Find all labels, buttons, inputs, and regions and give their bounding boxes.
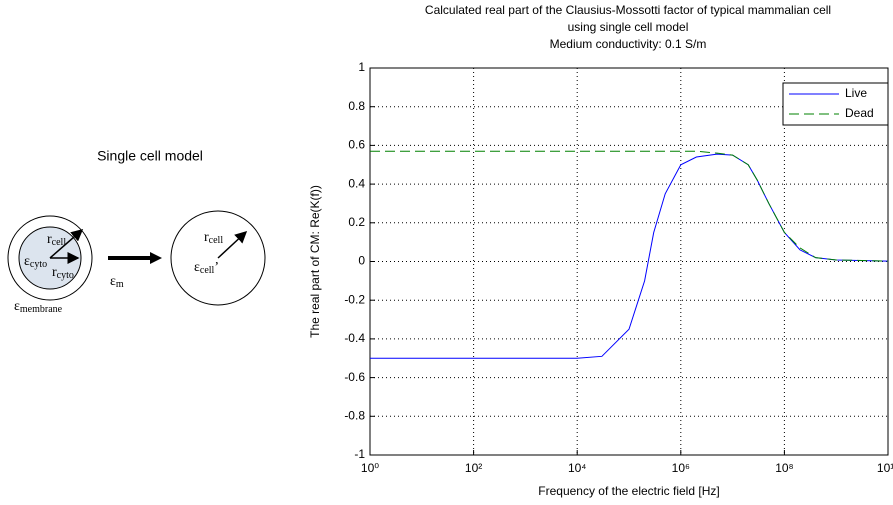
symbol-sub: membrane [20, 304, 63, 315]
symbol-sub: cell [200, 265, 215, 276]
plot-area [369, 67, 889, 456]
symbol-symbol: ε [194, 260, 200, 275]
y-tick-label: -0.4 [344, 331, 365, 345]
symbol-sub: cell [209, 235, 224, 246]
legend-label: Dead [845, 106, 874, 120]
y-tick-label: -0.6 [344, 370, 365, 384]
legend-box [782, 82, 889, 126]
y-tick-label: -1 [354, 447, 365, 461]
label-eps-cell: εcell’ [194, 260, 219, 276]
radius-arrow [217, 230, 248, 259]
symbol-sub: cyto [30, 259, 47, 270]
label-eps-membrane: εmembrane [14, 299, 63, 315]
x-axis-label: Frequency of the electric field [Hz] [538, 484, 719, 498]
y-tick-label: 0.8 [348, 99, 365, 113]
chart: Calculated real part of the Clausius-Mos… [308, 3, 893, 498]
y-tick-label: 0.2 [348, 215, 365, 229]
x-tick-label: 10⁰ [361, 461, 379, 475]
transform-arrow-head [150, 252, 162, 264]
label-eps-cyto: εcyto [24, 254, 47, 270]
x-tick-label: 10¹⁰ [877, 461, 893, 475]
x-tick-label: 10⁴ [568, 461, 587, 475]
legend-label: Live [845, 86, 867, 100]
label-r-cell: rcell [204, 230, 223, 246]
y-tick-label: 0.6 [348, 138, 365, 152]
symbol-sub: cell [52, 237, 67, 248]
symbol-symbol: ε [24, 254, 30, 269]
y-axis-label: The real part of CM: Re(K(f)) [308, 185, 322, 338]
x-tick-label: 10⁸ [775, 461, 793, 475]
radius-arrow [49, 229, 84, 259]
symbol-symbol: r [47, 232, 52, 247]
y-tick-label: 0.4 [348, 176, 365, 190]
series-line [370, 153, 889, 359]
symbol-symbol: ε [14, 299, 20, 314]
y-tick-label: -0.2 [344, 292, 365, 306]
x-tick-label: 10² [465, 461, 482, 475]
label-r-cell: rcell [47, 232, 66, 248]
label-r-cyto: rcyto [52, 265, 74, 281]
symbol-symbol: r [52, 265, 57, 280]
y-tick-label: 0 [358, 254, 365, 268]
chart-title: Medium conductivity: 0.1 S/m [550, 37, 707, 51]
symbol-suffix: ’ [214, 260, 219, 275]
series-line [370, 150, 889, 262]
symbol-symbol: ε [110, 274, 116, 289]
symbol-symbol: r [204, 230, 209, 245]
label-eps-medium: εm [110, 274, 124, 290]
diagram-title: Single cell model [97, 148, 203, 164]
y-tick-label: -0.8 [344, 408, 365, 422]
chart-title: using single cell model [568, 20, 689, 34]
chart-title: Calculated real part of the Clausius-Mos… [425, 3, 831, 17]
symbol-sub: m [116, 279, 124, 290]
y-tick-label: 1 [358, 60, 365, 74]
x-tick-label: 10⁶ [672, 461, 690, 475]
symbol-sub: cyto [57, 270, 74, 281]
